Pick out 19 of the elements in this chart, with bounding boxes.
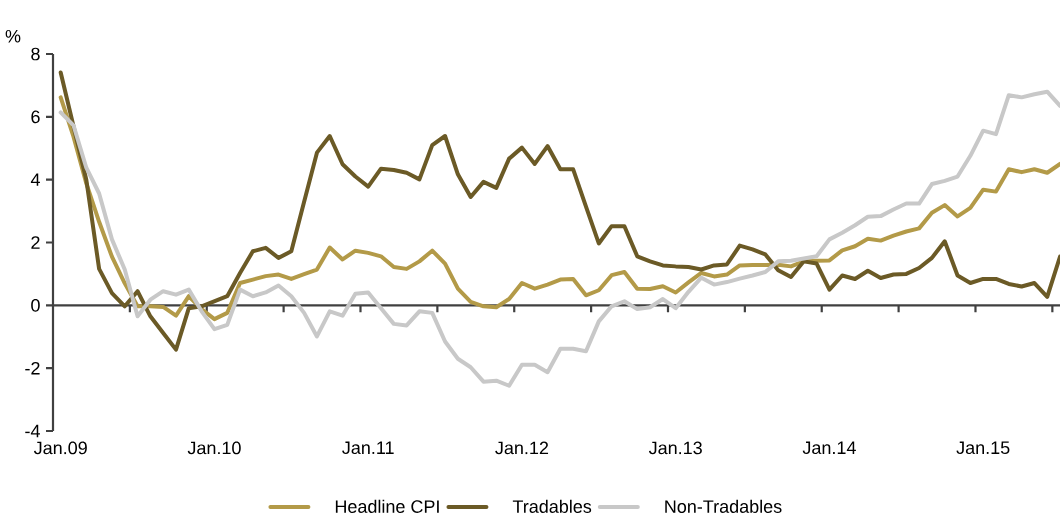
- x-tick-label: Jan.10: [187, 441, 241, 455]
- x-tick-label: Jan.11: [342, 441, 394, 455]
- y-tick-label: 8: [31, 47, 40, 61]
- y-tick-label: -4: [25, 424, 40, 438]
- line-series: [58, 95, 1060, 322]
- y-tick-label: 4: [30, 173, 40, 186]
- y-tick-label: 2: [31, 236, 40, 249]
- legend-label: Headline CPI: [335, 499, 439, 513]
- legend-label: Non-Tradables: [665, 499, 782, 513]
- x-tick-label: Jan.13: [648, 441, 702, 455]
- y-tick-label: 6: [31, 110, 40, 124]
- x-tick-label: Jan.09: [33, 441, 87, 455]
- x-tick-label: Jan.14: [802, 441, 856, 455]
- x-tick-label: Jan.12: [495, 441, 549, 455]
- y-tick-label: 0: [31, 298, 40, 312]
- y-tick-label: -2: [25, 361, 40, 375]
- legend-label: Tradables: [512, 499, 592, 513]
- x-tick-label: Jan.15: [956, 441, 1010, 455]
- y-axis-title: %: [5, 29, 21, 43]
